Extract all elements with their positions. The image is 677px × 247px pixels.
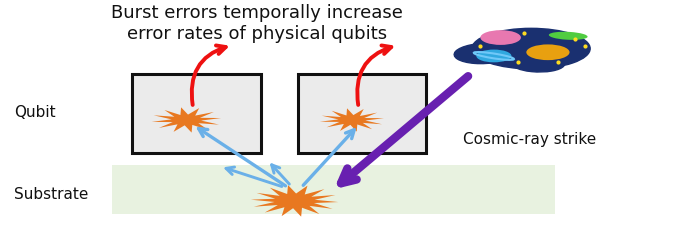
Bar [298, 74, 427, 153]
Ellipse shape [454, 43, 513, 64]
Polygon shape [152, 107, 221, 133]
Circle shape [477, 50, 511, 62]
Ellipse shape [549, 32, 588, 40]
Text: Qubit: Qubit [14, 105, 56, 120]
Ellipse shape [511, 55, 565, 72]
Polygon shape [250, 185, 338, 217]
Text: Substrate: Substrate [14, 187, 89, 202]
Polygon shape [320, 108, 384, 132]
Circle shape [481, 30, 521, 45]
Text: Burst errors temporally increase
error rates of physical qubits: Burst errors temporally increase error r… [112, 4, 403, 43]
Ellipse shape [472, 28, 590, 69]
Circle shape [526, 44, 569, 60]
Bar [133, 74, 261, 153]
Bar [112, 165, 554, 214]
Text: Cosmic-ray strike: Cosmic-ray strike [464, 132, 596, 147]
